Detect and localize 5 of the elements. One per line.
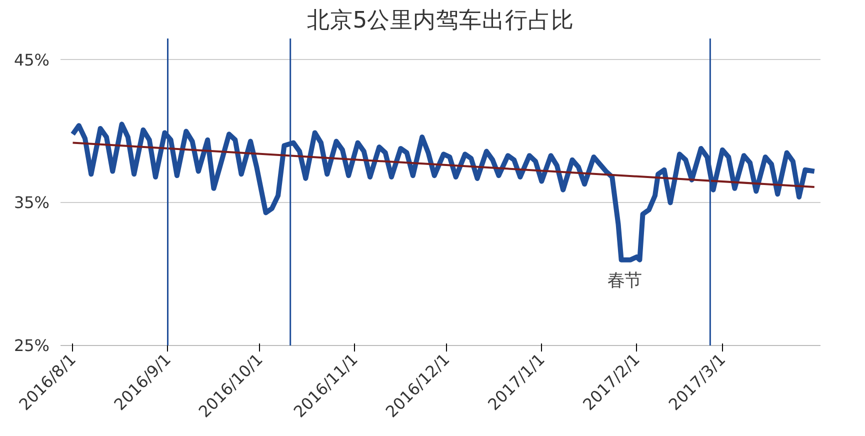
- y-tick-label: 35%: [14, 193, 50, 212]
- y-tick-label: 45%: [14, 50, 50, 70]
- chart-title: 北京5公里内驾车出行占比: [306, 8, 574, 34]
- annotation: 春节: [607, 271, 642, 292]
- y-tick-label: 25%: [14, 336, 50, 355]
